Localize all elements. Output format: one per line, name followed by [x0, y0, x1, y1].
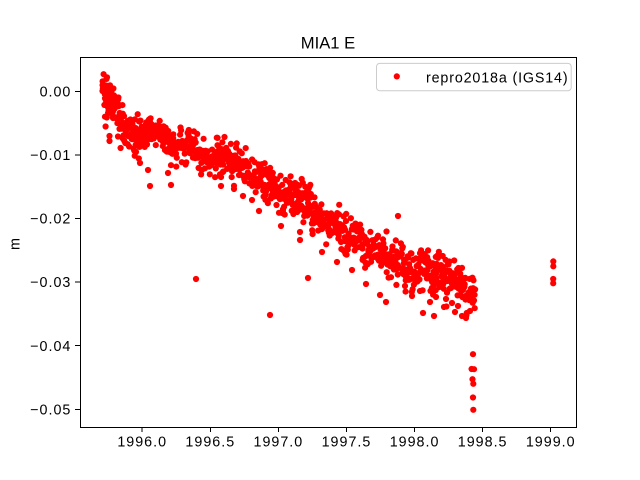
svg-text:repro2018a (IGS14): repro2018a (IGS14) — [426, 70, 568, 86]
svg-text:−0.02: −0.02 — [30, 212, 71, 228]
svg-text:MIA1 E: MIA1 E — [301, 34, 355, 53]
svg-text:1998.5: 1998.5 — [458, 435, 508, 451]
svg-text:1996.0: 1996.0 — [117, 435, 167, 451]
svg-text:1997.0: 1997.0 — [254, 435, 304, 451]
svg-text:1999.0: 1999.0 — [526, 435, 576, 451]
svg-text:−0.03: −0.03 — [30, 275, 71, 291]
svg-text:1997.5: 1997.5 — [322, 435, 372, 451]
svg-text:1996.5: 1996.5 — [185, 435, 235, 451]
svg-text:0.00: 0.00 — [40, 84, 72, 100]
svg-text:m: m — [8, 238, 24, 250]
svg-text:−0.04: −0.04 — [30, 339, 71, 355]
svg-text:1998.0: 1998.0 — [390, 435, 440, 451]
svg-text:−0.05: −0.05 — [30, 402, 71, 418]
svg-text:−0.01: −0.01 — [30, 148, 71, 164]
